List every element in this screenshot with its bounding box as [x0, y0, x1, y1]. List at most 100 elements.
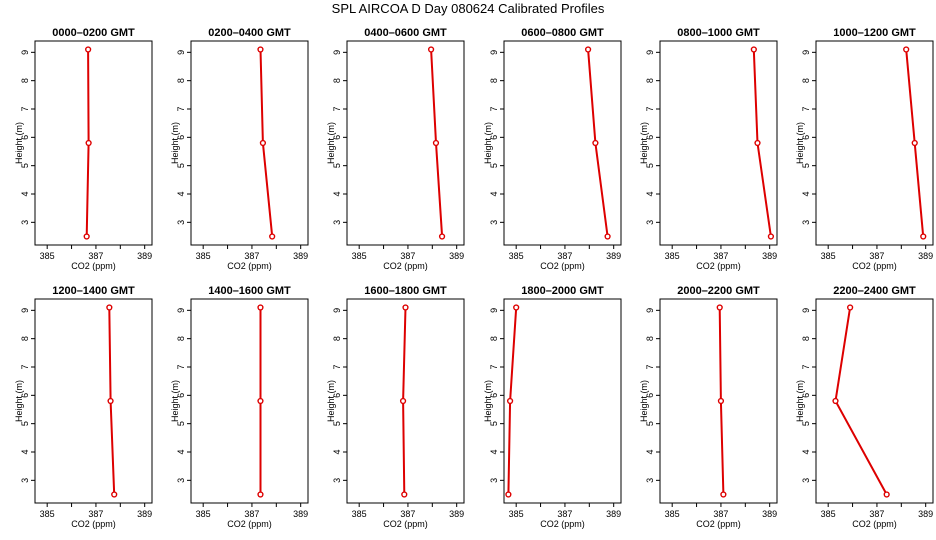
y-tick-label: 5 [332, 163, 342, 168]
y-tick-label: 5 [176, 163, 186, 168]
data-point [847, 304, 854, 311]
x-axis-label: CO2 (ppm) [540, 519, 585, 529]
y-tick-label: 8 [332, 78, 342, 83]
chart-panel-6: 1000–1200 GMT 3 4 5 6 7 8 9 385 387 389 CO2 (ppm) He… [795, 27, 934, 271]
data-point [717, 397, 725, 405]
y-tick-label: 4 [20, 449, 30, 454]
y-tick-label: 9 [801, 308, 811, 313]
plot-frame [346, 40, 465, 246]
x-tick-label: 389 [449, 251, 464, 261]
plot-frame [659, 40, 778, 246]
x-axis-label: CO2 (ppm) [696, 519, 741, 529]
data-point [506, 397, 514, 405]
y-tick-label: 6 [645, 135, 655, 140]
x-tick-label: 385 [821, 251, 836, 261]
y-tick-label: 3 [20, 220, 30, 225]
x-tick-label: 389 [137, 509, 152, 519]
y-axis-label: Height (m) [795, 380, 805, 422]
data-point [832, 397, 839, 405]
data-point [259, 139, 267, 147]
x-tick-label: 385 [196, 251, 211, 261]
x-tick-label: 387 [244, 251, 259, 261]
y-tick-label: 9 [645, 308, 655, 313]
plot-frame [34, 40, 153, 246]
panel-title: 2200–2400 GMT [833, 285, 916, 297]
y-tick-label: 7 [332, 364, 342, 369]
y-tick-label: 8 [801, 336, 811, 341]
x-tick-label: 389 [606, 251, 621, 261]
y-tick-label: 3 [801, 478, 811, 483]
chart-panel-12: 2200–2400 GMT 3 4 5 6 7 8 9 385 387 389 CO2 (ppm) He… [795, 285, 934, 529]
y-tick-label: 7 [489, 106, 499, 111]
data-point [767, 233, 775, 240]
data-point [269, 233, 276, 240]
data-point [257, 491, 264, 498]
x-tick-label: 385 [196, 509, 211, 519]
data-point [85, 139, 92, 147]
y-tick-label: 5 [489, 421, 499, 426]
plot-frame [503, 40, 622, 246]
x-tick-label: 389 [293, 251, 308, 261]
y-tick-label: 8 [332, 336, 342, 341]
x-tick-label: 389 [918, 251, 933, 261]
y-tick-label: 7 [332, 106, 342, 111]
y-tick-label: 6 [176, 135, 186, 140]
x-axis-label: CO2 (ppm) [71, 519, 116, 529]
y-tick-label: 7 [489, 364, 499, 369]
x-tick-label: 385 [821, 509, 836, 519]
panel-title: 0200–0400 GMT [208, 27, 291, 39]
y-tick-label: 4 [176, 449, 186, 454]
x-tick-label: 389 [918, 509, 933, 519]
y-tick-label: 5 [20, 163, 30, 168]
y-tick-label: 8 [20, 336, 30, 341]
chart-panel-1: 0000–0200 GMT 3 4 5 6 7 8 9 385 387 389 CO2 (ppm) He… [14, 27, 153, 271]
y-tick-label: 4 [332, 191, 342, 196]
y-tick-label: 9 [801, 50, 811, 55]
x-tick-label: 387 [400, 251, 415, 261]
data-point [85, 46, 92, 53]
y-tick-label: 8 [489, 78, 499, 83]
y-axis-label: Height (m) [170, 122, 180, 164]
x-tick-label: 389 [606, 509, 621, 519]
y-tick-label: 5 [801, 163, 811, 168]
y-tick-label: 9 [20, 308, 30, 313]
x-tick-label: 385 [352, 509, 367, 519]
y-tick-label: 7 [645, 106, 655, 111]
y-tick-label: 6 [332, 393, 342, 398]
data-point [438, 233, 446, 240]
x-tick-label: 387 [88, 509, 103, 519]
y-tick-label: 4 [645, 191, 655, 196]
chart-panel-9: 1600–1800 GMT 3 4 5 6 7 8 9 385 387 389 CO2 (ppm) He… [326, 285, 465, 529]
panel-title: 1600–1800 GMT [364, 285, 447, 297]
chart-panel-10: 1800–2000 GMT 3 4 5 6 7 8 9 385 387 389 CO2 (ppm) He… [483, 285, 622, 529]
y-axis-label: Height (m) [326, 380, 336, 422]
profile-line [834, 307, 888, 495]
data-point [111, 491, 118, 498]
y-tick-label: 9 [176, 308, 186, 313]
y-axis-label: Height (m) [14, 122, 24, 164]
y-axis-label: Height (m) [483, 122, 493, 164]
y-tick-label: 5 [645, 163, 655, 168]
panel-title: 1000–1200 GMT [833, 27, 916, 39]
y-tick-label: 5 [645, 421, 655, 426]
y-tick-label: 3 [801, 220, 811, 225]
y-tick-label: 5 [20, 421, 30, 426]
x-tick-label: 389 [762, 251, 777, 261]
x-tick-label: 389 [449, 509, 464, 519]
y-tick-label: 4 [489, 191, 499, 196]
data-point [83, 233, 90, 240]
x-tick-label: 385 [509, 251, 524, 261]
plot-frame [815, 40, 934, 246]
x-tick-label: 385 [665, 251, 680, 261]
data-point [513, 304, 520, 311]
panel-title: 0800–1000 GMT [677, 27, 760, 39]
data-point [754, 139, 761, 147]
x-tick-label: 389 [293, 509, 308, 519]
y-tick-label: 4 [645, 449, 655, 454]
x-axis-label: CO2 (ppm) [383, 519, 428, 529]
y-tick-label: 7 [176, 364, 186, 369]
x-tick-label: 385 [40, 251, 55, 261]
y-tick-label: 5 [332, 421, 342, 426]
chart-panel-11: 2000–2200 GMT 3 4 5 6 7 8 9 385 387 389 CO2 (ppm) He… [639, 285, 778, 529]
